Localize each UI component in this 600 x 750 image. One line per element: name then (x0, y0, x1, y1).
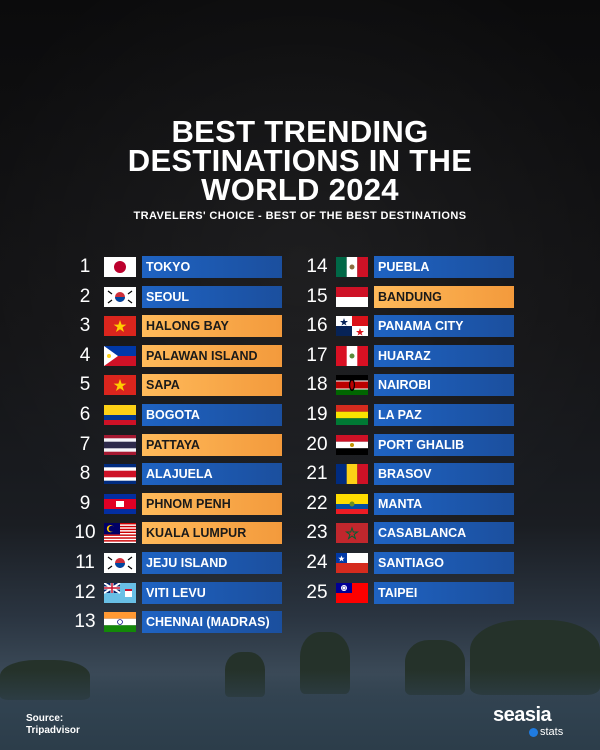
brand-logo-sub: stats (529, 726, 563, 738)
rank-number: 22 (306, 492, 328, 514)
mexico-flag (336, 257, 368, 277)
bolivia-flag (336, 404, 368, 425)
source-name: Tripadvisor (26, 725, 80, 736)
destination-name: TAIPEI (374, 581, 514, 604)
rank-number: 14 (306, 256, 328, 277)
indonesia-flag (336, 286, 368, 307)
rank-number: 9 (79, 492, 91, 514)
destination-name: HUARAZ (374, 344, 514, 367)
peru-flag (336, 345, 368, 366)
malaysia-flag (104, 523, 136, 544)
destination-name: VITI LEVU (142, 581, 282, 604)
destination-name: PANAMA CITY (374, 315, 514, 338)
destination-name: PATTAYA (142, 433, 282, 456)
destination-name: NAIROBI (374, 374, 514, 397)
rank-number: 4 (79, 344, 91, 366)
logo-sub-text: stats (540, 726, 564, 738)
rank-number: 20 (306, 433, 328, 455)
brand-logo: seasia (493, 704, 552, 726)
rank-number: 2 (79, 285, 91, 307)
rank-number: 25 (306, 581, 328, 603)
rank-number: 19 (306, 403, 328, 425)
destination-name: SAPA (142, 374, 282, 397)
destination-name: KUALA LUMPUR (142, 522, 282, 545)
rank-number: 21 (306, 463, 328, 485)
egypt-flag (336, 434, 368, 455)
south-korea-flag (104, 286, 136, 307)
destination-name: BANDUNG (374, 285, 514, 308)
destination-name: BOGOTA (142, 403, 282, 426)
rank-number: 1 (79, 256, 91, 277)
rank-number: 17 (306, 344, 328, 366)
destination-name: BRASOV (374, 463, 514, 486)
title-line: DESTINATIONS IN THE (127, 143, 473, 178)
rank-number: 13 (74, 611, 96, 633)
destination-name: JEJU ISLAND (142, 551, 282, 574)
destination-name: ALAJUELA (142, 463, 282, 486)
south-korea-flag (104, 552, 136, 573)
source-label: Source: (26, 713, 64, 724)
philippines-flag (104, 345, 136, 366)
chile-flag (336, 552, 368, 573)
title-line: BEST TRENDING (171, 114, 429, 149)
rank-number: 12 (74, 581, 96, 603)
colombia-flag (104, 404, 136, 425)
vietnam-flag (104, 316, 136, 337)
destination-name: PORT GHALIB (374, 433, 514, 456)
destination-name: MANTA (374, 492, 514, 515)
romania-flag (336, 464, 368, 485)
rank-number: 8 (79, 463, 91, 485)
destination-name: CASABLANCA (374, 522, 514, 545)
cambodia-flag (104, 493, 136, 514)
sea-water (0, 670, 600, 750)
kenya-flag (336, 375, 368, 396)
japan-flag (104, 257, 136, 277)
destination-name: SEOUL (142, 285, 282, 308)
source-credit: Source: Tripadvisor (26, 713, 80, 737)
costa-rica-flag (104, 464, 136, 485)
rank-number: 15 (306, 285, 328, 307)
rank-number: 7 (79, 433, 91, 455)
page-subtitle: TRAVELERS' CHOICE - BEST OF THE BEST DES… (133, 210, 467, 222)
rank-number: 5 (79, 374, 91, 396)
destination-name: CHENNAI (MADRAS) (142, 611, 282, 634)
rank-number: 24 (306, 551, 328, 573)
logo-dot-icon (529, 727, 538, 737)
thailand-flag (104, 434, 136, 455)
destination-name: PALAWAN ISLAND (142, 344, 282, 367)
india-flag (104, 612, 136, 633)
rank-number: 6 (79, 403, 91, 425)
rank-number: 3 (79, 315, 91, 337)
rank-number: 11 (75, 551, 95, 573)
destination-name: PUEBLA (374, 256, 514, 278)
rank-number: 23 (306, 522, 328, 544)
taiwan-flag (336, 582, 368, 603)
page-title: BEST TRENDING DESTINATIONS IN THE WORLD … (0, 114, 600, 207)
destination-name: HALONG BAY (142, 315, 282, 338)
panama-flag (336, 316, 368, 337)
ecuador-flag (336, 493, 368, 514)
vietnam-flag (104, 375, 136, 396)
destination-name: SANTIAGO (374, 551, 514, 574)
rank-number: 16 (306, 315, 328, 337)
rank-number: 10 (74, 522, 96, 544)
rank-number: 18 (306, 374, 328, 396)
fiji-flag (104, 582, 136, 603)
destination-name: TOKYO (142, 256, 282, 278)
destination-name: LA PAZ (374, 403, 514, 426)
morocco-flag (336, 523, 368, 544)
destination-name: PHNOM PENH (142, 492, 282, 515)
title-line: WORLD 2024 (201, 172, 399, 207)
